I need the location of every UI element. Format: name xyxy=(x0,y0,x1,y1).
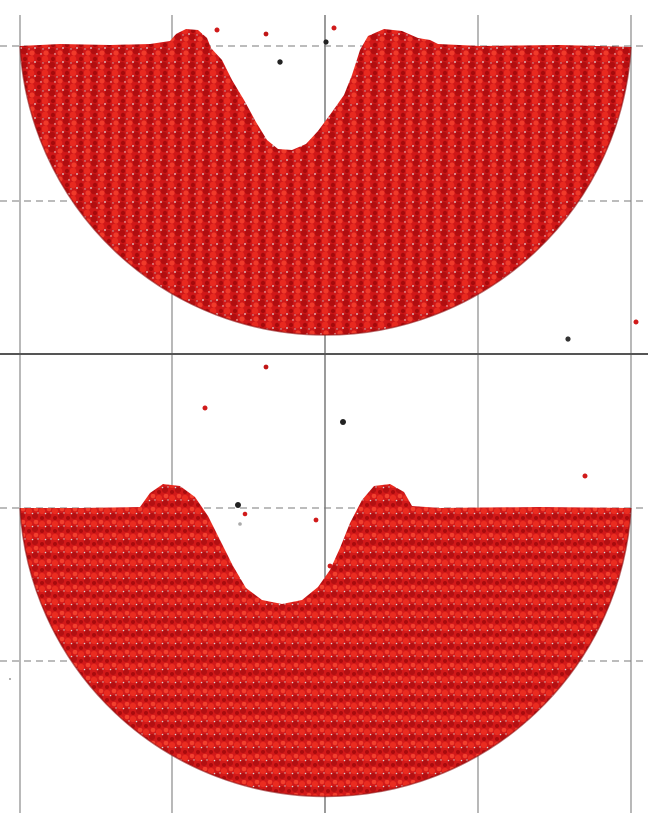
vapor-particle xyxy=(264,365,269,370)
vapor-particle xyxy=(9,678,11,680)
vapor-particle xyxy=(235,502,241,508)
vapor-particle xyxy=(314,518,319,523)
vapor-particle xyxy=(203,406,208,411)
vapor-particle xyxy=(238,522,242,526)
vapor-particle xyxy=(332,26,337,31)
vapor-particle xyxy=(323,39,328,44)
vapor-particle xyxy=(565,336,570,341)
vapor-particle xyxy=(215,28,220,33)
vapor-particle xyxy=(340,419,346,425)
vapor-particle xyxy=(634,320,639,325)
vapor-particle xyxy=(328,564,333,569)
vapor-particle xyxy=(277,59,282,64)
vapor-particle xyxy=(264,32,269,37)
vapor-particle xyxy=(243,512,248,517)
vapor-particle xyxy=(583,474,588,479)
